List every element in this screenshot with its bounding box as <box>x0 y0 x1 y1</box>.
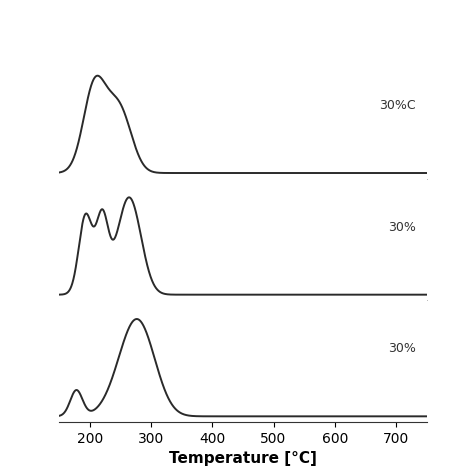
Text: 30%: 30% <box>388 221 416 234</box>
Text: 30%: 30% <box>388 342 416 356</box>
X-axis label: Temperature [°C]: Temperature [°C] <box>169 451 317 466</box>
Text: 30%C: 30%C <box>379 99 416 112</box>
